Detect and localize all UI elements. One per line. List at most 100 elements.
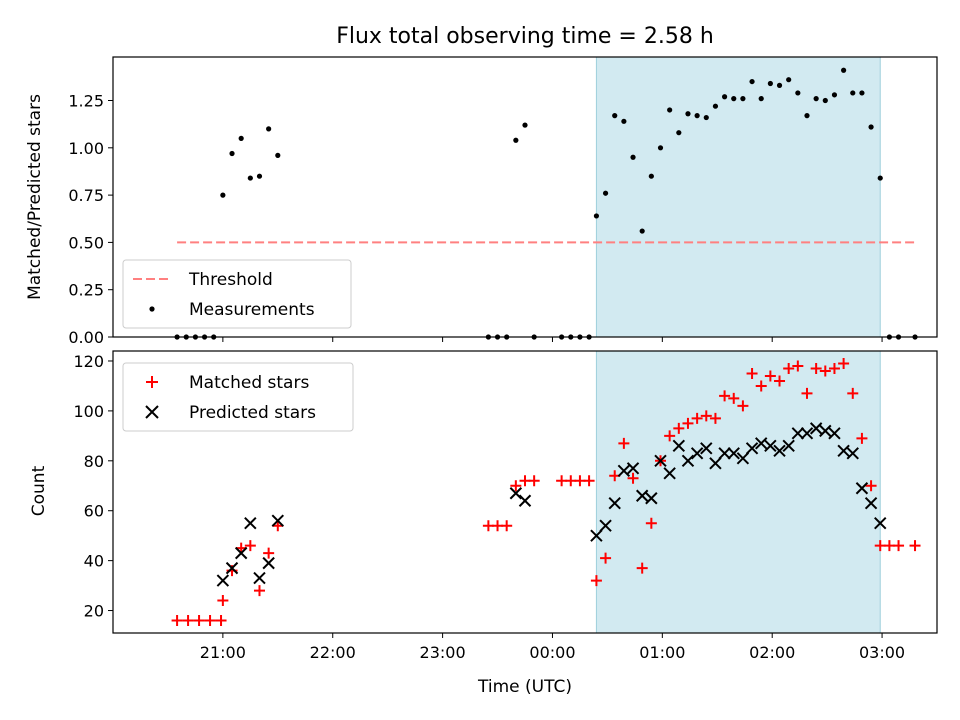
xtick-label: 21:00	[200, 643, 246, 662]
count-series-0-point	[217, 595, 229, 607]
ratio-legend-label: Threshold	[188, 270, 273, 290]
count-series-0-point	[774, 375, 786, 387]
ratio-legend-handle-shape	[149, 306, 155, 312]
ratio-series-0-point-shape	[749, 78, 755, 85]
count-ytick-label: 80	[84, 452, 104, 471]
count-series-1-point	[791, 427, 805, 440]
xtick-label: 03:00	[859, 643, 905, 662]
ratio-series-0-point-shape	[630, 154, 636, 160]
count-series-0-point	[600, 552, 612, 564]
count-series-1-point-shape	[755, 437, 768, 450]
count-series-1-point	[599, 519, 612, 532]
xtick-label: 00:00	[529, 643, 575, 662]
count-series-1-point	[846, 447, 859, 460]
count-series-1-point	[626, 462, 640, 475]
ratio-series-0-point-shape	[602, 190, 609, 196]
count-series-0-point	[263, 547, 275, 559]
count-series-1-point-shape	[727, 447, 740, 460]
count-series-0-point	[746, 367, 758, 379]
ratio-ytick-label: 1.25	[68, 92, 104, 111]
count-series-1-point	[800, 427, 814, 440]
ratio-series-0-point-shape	[522, 122, 528, 128]
ratio-series-0-point-shape	[758, 96, 764, 102]
count-series-1-point-shape	[745, 442, 759, 455]
ratio-series-0-point	[256, 173, 263, 179]
count-series-0-point-shape	[792, 360, 804, 372]
ratio-series-0-point-shape	[767, 80, 773, 87]
ratio-series-0-point-shape	[612, 113, 618, 119]
count-series-0-point-shape	[746, 367, 758, 379]
ratio-series-0-point-shape	[685, 111, 691, 117]
ratio-series-0-point-shape	[694, 113, 700, 119]
count-series-1-point	[617, 464, 631, 477]
ratio-series-0-point	[602, 190, 609, 196]
count-series-1-point-shape	[690, 447, 704, 460]
count-series-0-point	[755, 380, 767, 392]
ratio-series-0-point	[513, 137, 519, 143]
count-series-0-point	[253, 585, 265, 597]
count-series-0-point	[673, 422, 685, 434]
ratio-series-0-point-shape	[841, 67, 847, 73]
ratio-legend: Threshold Measurements	[122, 259, 352, 329]
count-series-1-point-shape	[262, 556, 275, 570]
count-series-1-point-shape	[608, 497, 621, 510]
ratio-series-0-point	[776, 82, 783, 88]
ratio-series-0-point-shape	[877, 175, 883, 181]
ratio-series-0-point	[868, 124, 874, 130]
count-series-1-point-shape	[782, 439, 795, 453]
count-series-1-point	[828, 427, 841, 440]
ratio-series-0-point-shape	[648, 173, 654, 179]
count-series-0-point-shape	[764, 370, 776, 382]
ratio-series-0-point-shape	[804, 113, 810, 119]
count-series-1-point-shape	[216, 574, 230, 587]
count-series-1-point	[244, 516, 257, 530]
ratio-series-0-point	[767, 80, 773, 87]
count-series-1-point	[700, 442, 713, 455]
ratio-series-0-point	[804, 113, 810, 119]
ratio-series-0-point-shape	[621, 118, 627, 124]
count-legend-label: Matched stars	[189, 373, 309, 393]
ratio-series-0-point-shape	[667, 107, 673, 113]
ratio-series-0-point-shape	[703, 114, 709, 121]
ratio-series-0-point	[229, 150, 235, 157]
count-series-0-point-shape	[709, 412, 721, 424]
count-series-1-point-shape	[617, 464, 631, 477]
count-series-1-point	[216, 574, 230, 587]
ratio-series-0-point-shape	[229, 150, 235, 157]
ratio-series-0-point	[630, 154, 636, 160]
count-series-0-point	[215, 615, 227, 627]
count-series-0-point	[792, 360, 804, 372]
xtick-label: 23:00	[420, 643, 466, 662]
count-series-1-point-shape	[764, 439, 777, 453]
count-series-1-point	[727, 447, 740, 460]
count-series-0-point-shape	[171, 615, 183, 627]
ratio-legend-handle	[149, 306, 155, 312]
count-ytick-label: 60	[84, 502, 104, 521]
count-series-0-point-shape	[909, 540, 921, 552]
ratio-ytick-label: 0.00	[68, 328, 104, 347]
count-series-0-point	[171, 615, 183, 627]
ratio-series-0-point	[877, 175, 883, 181]
count-series-1-point-shape	[244, 516, 257, 530]
count-series-0-point	[810, 362, 822, 374]
ratio-series-0-point	[657, 145, 664, 151]
count-series-0-point	[583, 475, 595, 487]
count-series-0-point	[682, 417, 694, 429]
count-series-0-point	[709, 412, 721, 424]
count-series-1-point-shape	[809, 422, 823, 435]
count-series-1-point-shape	[709, 457, 722, 470]
count-series-1-point	[736, 452, 750, 465]
count-series-1-point	[654, 454, 667, 468]
ratio-series-0-point	[749, 78, 755, 85]
ratio-series-0-point	[822, 97, 828, 104]
count-series-1-point	[681, 454, 695, 468]
count-series-0-point	[244, 540, 256, 552]
count-legend-box	[122, 362, 354, 432]
count-series-0-point	[909, 540, 921, 552]
ratio-series-0-point-shape	[247, 175, 253, 181]
count-series-1-point	[837, 444, 850, 458]
count-series-0-point	[728, 392, 740, 404]
count-series-1-point	[635, 489, 649, 502]
count-series-1-point	[509, 487, 523, 500]
count-series-1-point	[773, 444, 786, 458]
